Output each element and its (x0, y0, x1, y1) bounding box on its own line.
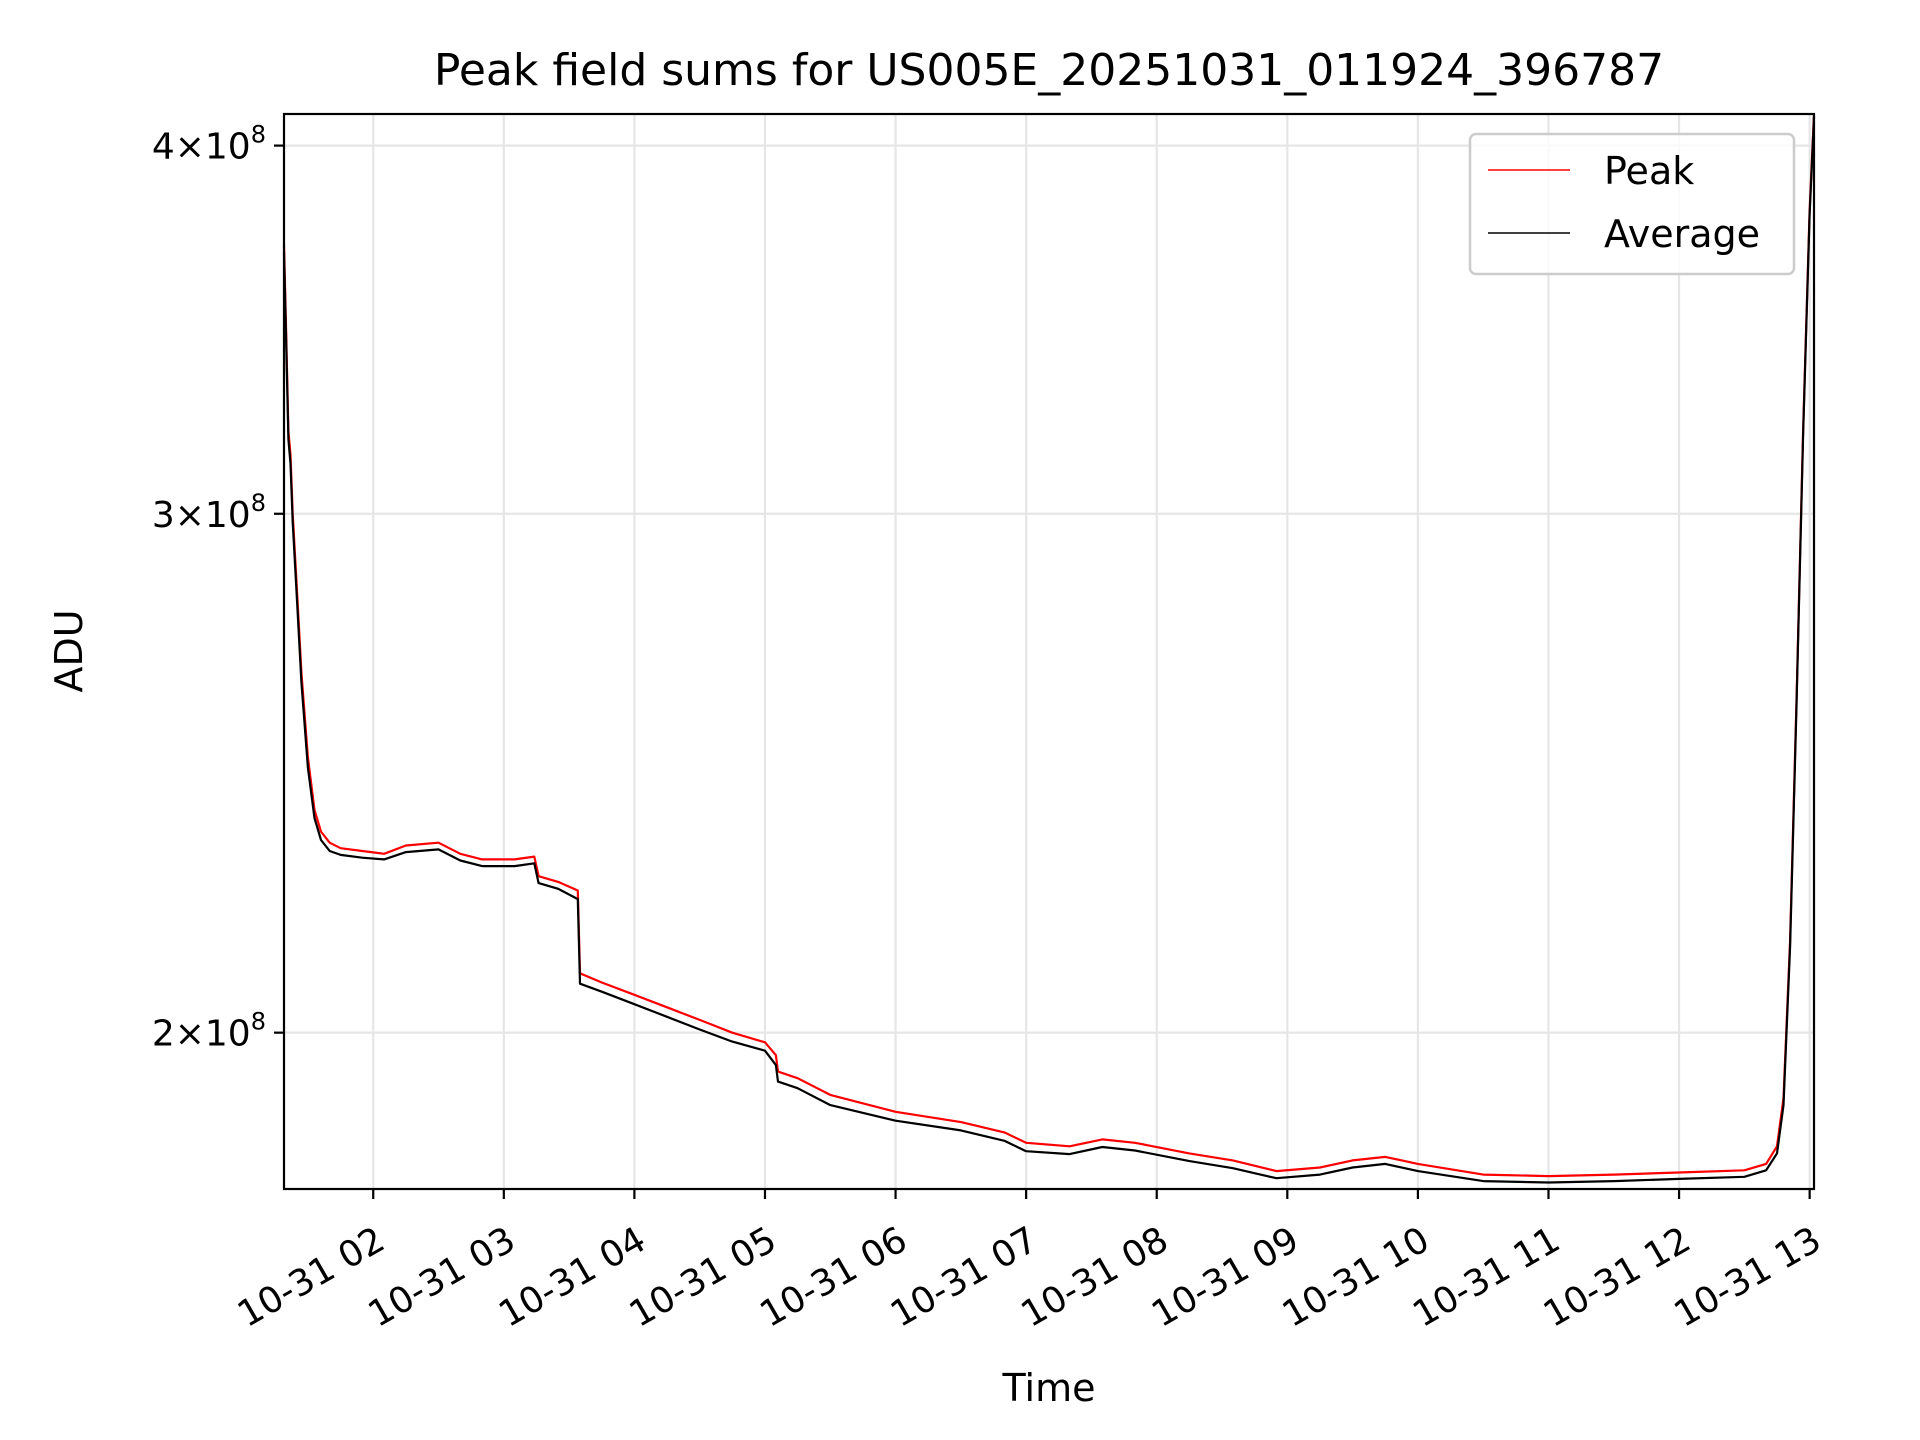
y-tick-label: 2×108 (152, 1008, 266, 1055)
plot-frame (282, 112, 1816, 1191)
series-line-average (282, 117, 1816, 1184)
legend: Peak Average (1468, 132, 1796, 276)
x-axis-label: Time (1002, 1366, 1096, 1410)
y-axis-ticks: 2×108 3×108 4×108 (152, 121, 284, 1055)
y-tick-label: 4×108 (152, 121, 266, 168)
chart-title: Peak field sums for US005E_20251031_0119… (434, 45, 1664, 96)
y-axis-label: ADU (47, 609, 91, 692)
legend-label-peak: Peak (1604, 149, 1694, 193)
grid (284, 114, 1814, 1189)
plot-series (282, 113, 1816, 1184)
y-tick-label: 3×108 (152, 489, 266, 536)
legend-box (1468, 132, 1796, 276)
legend-label-average: Average (1604, 212, 1760, 256)
series-line-peak (282, 113, 1816, 1178)
